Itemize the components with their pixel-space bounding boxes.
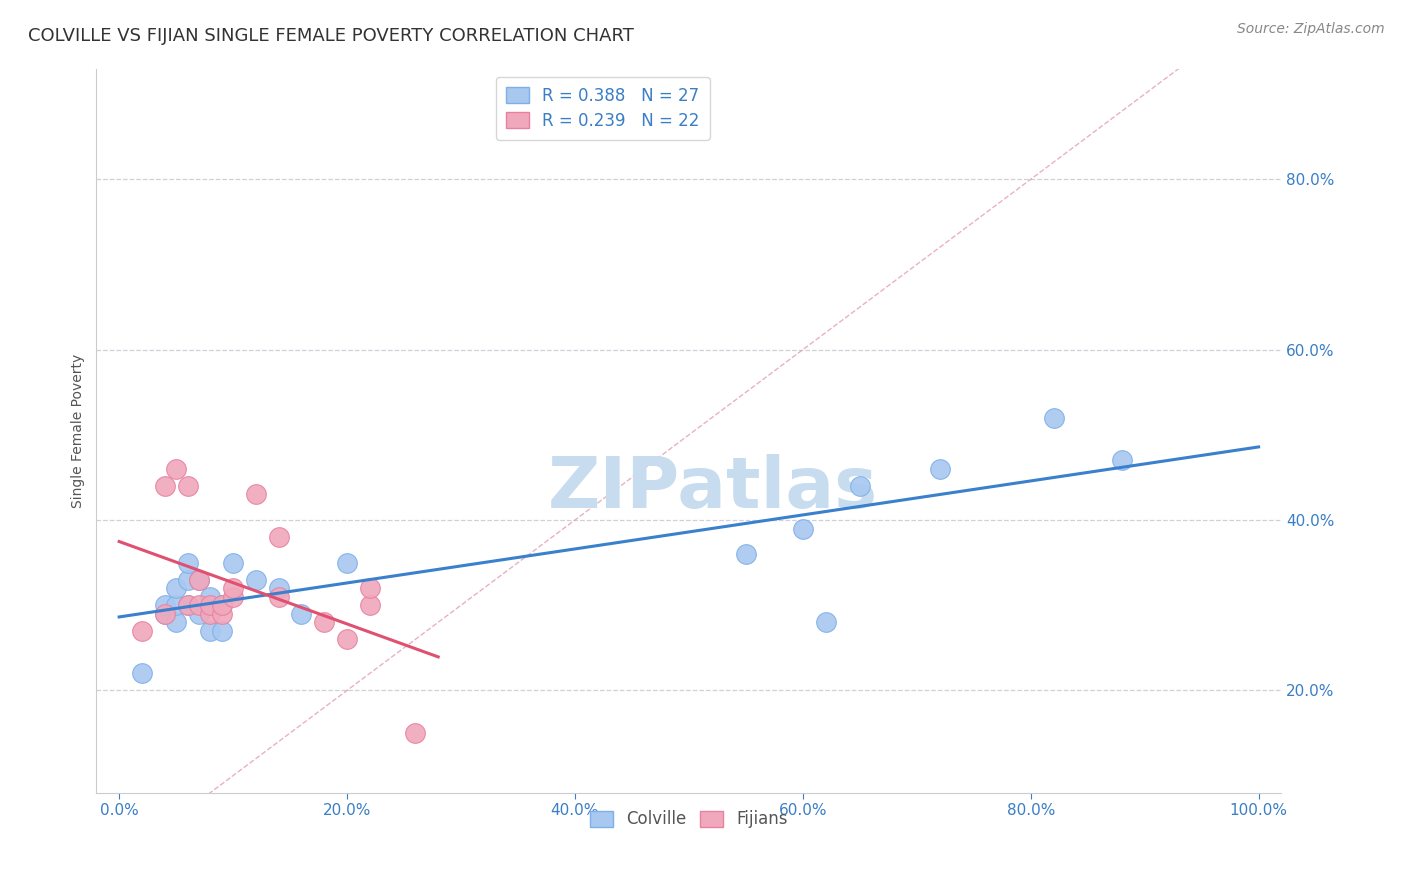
Point	[176, 479, 198, 493]
Point	[1042, 410, 1064, 425]
Point	[211, 624, 233, 638]
Point	[176, 599, 198, 613]
Point	[200, 599, 222, 613]
Point	[928, 462, 950, 476]
Point	[176, 599, 198, 613]
Point	[222, 556, 245, 570]
Point	[187, 573, 209, 587]
Point	[222, 590, 245, 604]
Point	[849, 479, 872, 493]
Point	[187, 607, 209, 621]
Point	[267, 530, 290, 544]
Point	[267, 581, 290, 595]
Point	[131, 666, 153, 681]
Point	[290, 607, 312, 621]
Point	[314, 615, 336, 630]
Point	[211, 599, 233, 613]
Point	[1111, 453, 1133, 467]
Point	[336, 556, 359, 570]
Point	[153, 479, 176, 493]
Point	[734, 547, 756, 561]
Point	[200, 607, 222, 621]
Text: ZIPatlas: ZIPatlas	[547, 454, 877, 523]
Point	[153, 607, 176, 621]
Point	[222, 581, 245, 595]
Point	[814, 615, 837, 630]
Legend: Colville, Fijians: Colville, Fijians	[583, 804, 794, 835]
Y-axis label: Single Female Poverty: Single Female Poverty	[72, 353, 86, 508]
Point	[267, 590, 290, 604]
Point	[131, 624, 153, 638]
Point	[176, 556, 198, 570]
Point	[165, 581, 187, 595]
Point	[245, 573, 267, 587]
Point	[165, 599, 187, 613]
Point	[211, 599, 233, 613]
Text: COLVILLE VS FIJIAN SINGLE FEMALE POVERTY CORRELATION CHART: COLVILLE VS FIJIAN SINGLE FEMALE POVERTY…	[28, 27, 634, 45]
Point	[404, 726, 426, 740]
Point	[792, 522, 814, 536]
Point	[153, 607, 176, 621]
Point	[359, 581, 381, 595]
Point	[336, 632, 359, 647]
Point	[200, 624, 222, 638]
Point	[211, 607, 233, 621]
Point	[359, 599, 381, 613]
Text: Source: ZipAtlas.com: Source: ZipAtlas.com	[1237, 22, 1385, 37]
Point	[187, 599, 209, 613]
Point	[165, 615, 187, 630]
Point	[187, 573, 209, 587]
Point	[153, 599, 176, 613]
Point	[176, 573, 198, 587]
Point	[245, 487, 267, 501]
Point	[165, 462, 187, 476]
Point	[200, 590, 222, 604]
